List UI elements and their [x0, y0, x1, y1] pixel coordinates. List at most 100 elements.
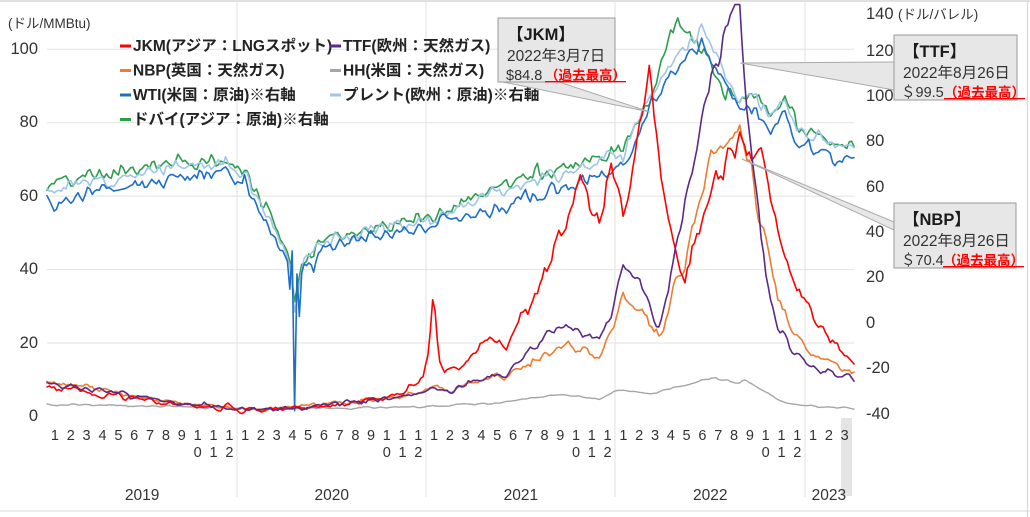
svg-text:(ドル/バレル): (ドル/バレル) — [898, 7, 978, 22]
svg-text:9: 9 — [178, 428, 186, 444]
svg-text:プレント(欧州：原油)※右軸: プレント(欧州：原油)※右軸 — [343, 86, 539, 104]
svg-text:1: 1 — [604, 428, 612, 444]
svg-text:2022: 2022 — [693, 487, 727, 504]
svg-text:2: 2 — [604, 445, 612, 461]
svg-text:6: 6 — [509, 428, 517, 444]
svg-text:6: 6 — [698, 428, 706, 444]
svg-text:120: 120 — [866, 42, 894, 60]
svg-text:1: 1 — [777, 445, 785, 461]
svg-text:WTI(米国：原油)※右軸: WTI(米国：原油)※右軸 — [133, 86, 296, 104]
svg-text:2: 2 — [225, 445, 233, 461]
svg-text:2021: 2021 — [504, 487, 538, 504]
svg-text:2022年8月26日: 2022年8月26日 — [903, 64, 1010, 82]
svg-text:2: 2 — [414, 445, 422, 461]
svg-text:2019: 2019 — [125, 487, 159, 504]
svg-text:0: 0 — [866, 314, 875, 332]
svg-text:（過去最高）: （過去最高） — [944, 85, 1025, 100]
svg-text:5: 5 — [114, 428, 122, 444]
svg-text:40: 40 — [20, 260, 38, 278]
svg-text:1: 1 — [51, 428, 59, 444]
svg-text:7: 7 — [525, 428, 533, 444]
svg-text:9: 9 — [556, 428, 564, 444]
svg-text:1: 1 — [209, 428, 217, 444]
svg-text:1: 1 — [762, 428, 770, 444]
svg-text:2: 2 — [257, 428, 265, 444]
svg-text:0: 0 — [383, 445, 391, 461]
svg-text:$84.8: $84.8 — [506, 68, 542, 84]
svg-text:40: 40 — [866, 223, 884, 241]
svg-text:8: 8 — [540, 428, 548, 444]
svg-text:1: 1 — [225, 428, 233, 444]
svg-text:2020: 2020 — [315, 487, 350, 504]
svg-text:9: 9 — [367, 428, 375, 444]
svg-text:ドバイ(アジア：原油)※右軸: ドバイ(アジア：原油)※右軸 — [133, 111, 329, 129]
svg-text:3: 3 — [651, 428, 659, 444]
svg-text:【JKM】: 【JKM】 — [507, 25, 575, 44]
svg-text:6: 6 — [320, 428, 328, 444]
svg-text:0: 0 — [572, 445, 580, 461]
svg-text:8: 8 — [730, 428, 738, 444]
svg-text:1: 1 — [793, 428, 801, 444]
svg-text:＄70.4: ＄70.4 — [901, 252, 944, 269]
svg-text:1: 1 — [572, 428, 580, 444]
svg-text:-40: -40 — [866, 405, 890, 423]
svg-text:80: 80 — [866, 132, 884, 150]
svg-text:2: 2 — [67, 428, 75, 444]
svg-text:2: 2 — [793, 445, 801, 461]
svg-text:HH(米国：天然ガス): HH(米国：天然ガス) — [343, 62, 484, 80]
svg-text:4: 4 — [288, 428, 296, 444]
svg-text:1: 1 — [399, 445, 407, 461]
svg-text:(ドル/MMBtu): (ドル/MMBtu) — [8, 16, 91, 31]
svg-text:-20: -20 — [866, 359, 890, 377]
svg-text:1: 1 — [777, 428, 785, 444]
svg-text:1: 1 — [809, 428, 817, 444]
svg-text:140: 140 — [866, 5, 894, 23]
svg-text:1: 1 — [399, 428, 407, 444]
svg-text:0: 0 — [194, 445, 202, 461]
svg-text:7: 7 — [336, 428, 344, 444]
svg-text:2: 2 — [446, 428, 454, 444]
svg-text:7: 7 — [714, 428, 722, 444]
svg-text:JKM(アジア：LNGスポット): JKM(アジア：LNGスポット) — [133, 38, 332, 55]
svg-text:5: 5 — [493, 428, 501, 444]
svg-text:【TTF】: 【TTF】 — [903, 42, 966, 61]
svg-text:1: 1 — [383, 428, 391, 444]
svg-text:4: 4 — [98, 428, 106, 444]
svg-text:TTF(欧州：天然ガス): TTF(欧州：天然ガス) — [343, 37, 490, 55]
svg-text:5: 5 — [683, 428, 691, 444]
svg-text:3: 3 — [273, 428, 281, 444]
svg-text:1: 1 — [414, 428, 422, 444]
svg-text:2: 2 — [825, 428, 833, 444]
svg-text:1: 1 — [241, 428, 249, 444]
svg-text:1: 1 — [588, 428, 596, 444]
svg-text:60: 60 — [20, 187, 38, 205]
svg-text:4: 4 — [477, 428, 485, 444]
svg-text:8: 8 — [351, 428, 359, 444]
svg-text:＄99.5: ＄99.5 — [901, 84, 944, 101]
svg-text:（過去最高）: （過去最高） — [545, 68, 626, 83]
svg-text:【NBP】: 【NBP】 — [903, 210, 971, 229]
svg-text:1: 1 — [194, 428, 202, 444]
svg-text:6: 6 — [130, 428, 138, 444]
svg-text:（過去最高）: （過去最高） — [943, 253, 1024, 268]
svg-text:8: 8 — [162, 428, 170, 444]
svg-text:2: 2 — [635, 428, 643, 444]
svg-text:2022年8月26日: 2022年8月26日 — [903, 232, 1010, 250]
svg-text:9: 9 — [746, 428, 754, 444]
svg-text:7: 7 — [146, 428, 154, 444]
svg-text:1: 1 — [430, 428, 438, 444]
svg-text:4: 4 — [667, 428, 675, 444]
svg-text:0: 0 — [29, 407, 38, 425]
svg-text:20: 20 — [866, 268, 884, 286]
svg-text:1: 1 — [209, 445, 217, 461]
svg-text:5: 5 — [304, 428, 312, 444]
svg-text:0: 0 — [762, 445, 770, 461]
svg-text:2022年3月7日: 2022年3月7日 — [507, 47, 605, 65]
svg-text:3: 3 — [83, 428, 91, 444]
svg-text:100: 100 — [10, 40, 38, 58]
svg-text:1: 1 — [588, 445, 596, 461]
svg-text:20: 20 — [20, 334, 38, 352]
svg-text:3: 3 — [462, 428, 470, 444]
svg-text:NBP(英国：天然ガス): NBP(英国：天然ガス) — [133, 62, 285, 80]
svg-text:1: 1 — [619, 428, 627, 444]
